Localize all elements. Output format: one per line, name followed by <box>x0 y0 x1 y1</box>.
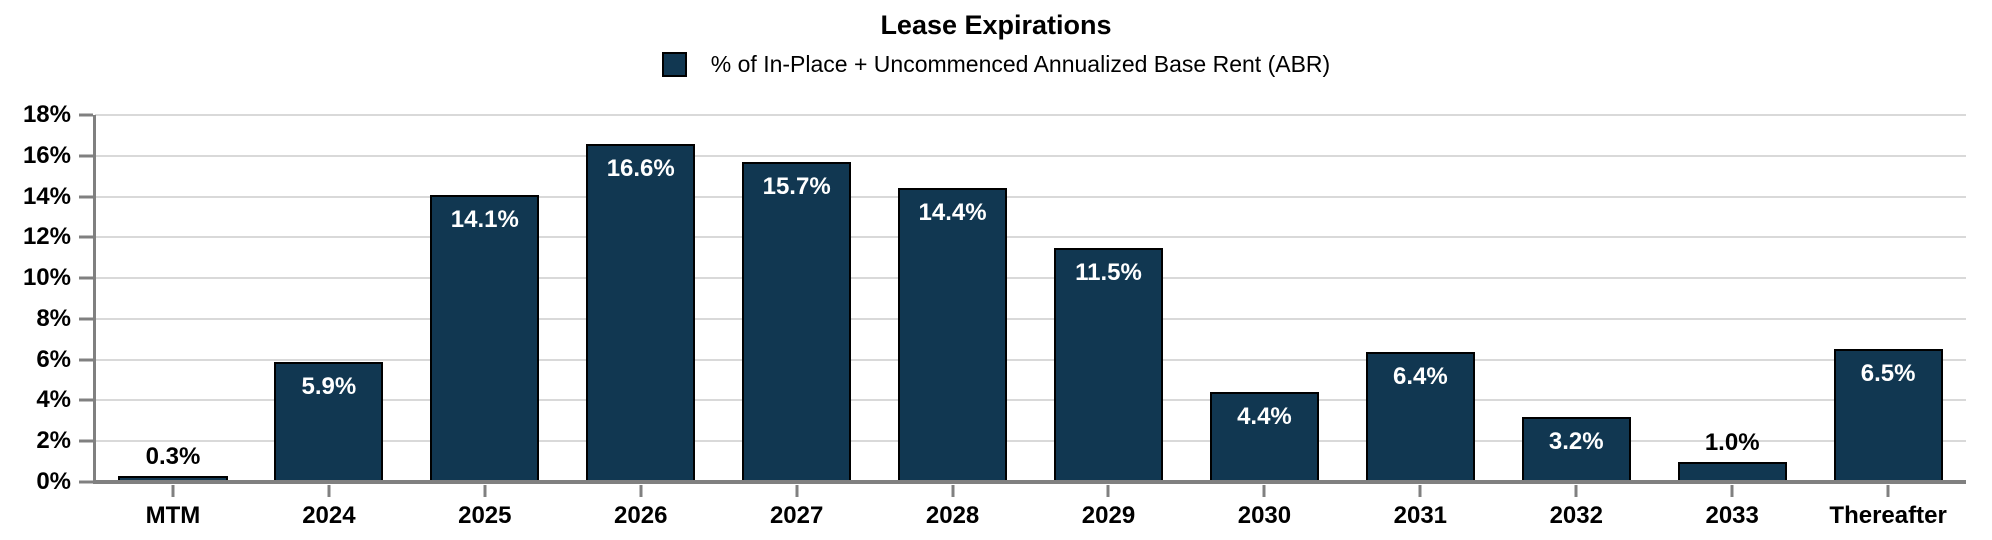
plot-area: 0% 2% 4% 6% 8% 10% 12% 14% 16% 18% 0.3% MTM 5.9% 202… <box>23 101 1966 529</box>
x-tick <box>1106 485 1110 497</box>
bar-value-label: 6.5% <box>1860 360 1916 388</box>
y-tick-label: 12% <box>22 223 71 251</box>
y-tick-label: 10% <box>22 264 71 292</box>
bar-value-label: 15.7% <box>762 172 831 200</box>
bar-group-mtm: 0.3% MTM <box>95 115 251 529</box>
bar-value-label: 14.4% <box>918 199 987 227</box>
x-tick <box>1730 485 1734 497</box>
y-tick-label: 6% <box>36 345 71 373</box>
bar: 1.0% <box>1677 429 1787 482</box>
bar-group-2026: 16.6% 2026 <box>563 115 719 529</box>
x-tick <box>1574 485 1578 497</box>
x-tick <box>483 485 487 497</box>
bar-group-2030: 4.4% 2030 <box>1186 115 1342 529</box>
x-axis-label: 2024 <box>302 502 356 529</box>
bar-group-2028: 14.4% 2028 <box>875 115 1031 529</box>
bar: 4.4% <box>1209 392 1319 482</box>
y-tick <box>79 195 93 199</box>
bar-value-label: 1.0% <box>1704 428 1760 456</box>
y-tick <box>79 113 93 117</box>
bar-group-2032: 3.2% 2032 <box>1498 115 1654 529</box>
x-axis-label: 2027 <box>769 502 824 529</box>
y-axis-line <box>93 115 96 482</box>
x-axis-label: 2033 <box>1705 502 1759 529</box>
bar-group-2029: 11.5% 2029 <box>1031 115 1187 529</box>
bar: 3.2% <box>1521 416 1631 482</box>
bar-value-label: 4.4% <box>1237 403 1292 431</box>
x-tick <box>1886 485 1890 497</box>
bar: 0.3% <box>118 443 228 482</box>
x-axis-label: 2028 <box>925 502 980 529</box>
x-tick <box>327 485 331 497</box>
bar-group-2024: 5.9% 2024 <box>251 115 407 529</box>
gridline <box>95 114 1966 116</box>
x-tick <box>171 485 175 497</box>
x-axis-label: Thereafter <box>1829 502 1947 529</box>
bar-group-2033: 1.0% 2033 <box>1654 115 1810 529</box>
x-axis-label: 2029 <box>1081 502 1136 529</box>
x-axis-label: 2031 <box>1393 502 1448 529</box>
gridline <box>95 236 1966 239</box>
bar-value-label: 5.9% <box>301 372 357 400</box>
y-tick-label: 0% <box>36 468 71 495</box>
bar-value-label: 0.3% <box>145 442 201 470</box>
bar-group-2025: 14.1% 2025 <box>407 115 563 529</box>
gridline <box>95 440 1966 443</box>
y-tick-label: 8% <box>36 304 71 332</box>
y-tick <box>79 276 93 280</box>
x-axis-label: 2026 <box>614 502 668 529</box>
x-axis-line <box>93 480 1966 484</box>
x-axis-label: MTM <box>145 502 201 529</box>
bar-value-label: 14.1% <box>450 205 519 233</box>
y-tick <box>79 398 93 402</box>
x-axis-label: 2030 <box>1237 502 1292 529</box>
bar: 6.4% <box>1365 351 1475 482</box>
y-tick <box>79 439 93 443</box>
x-tick <box>795 485 799 497</box>
legend-label: % of In-Place + Uncommenced Annualized B… <box>710 51 1331 77</box>
y-tick-label: 14% <box>22 182 71 210</box>
bar: 14.1% <box>430 194 540 482</box>
bar: 11.5% <box>1053 247 1164 482</box>
gridline <box>95 154 1966 157</box>
legend: % of In-Place + Uncommenced Annualized B… <box>0 50 1992 78</box>
bar-value-label: 3.2% <box>1548 427 1604 455</box>
gridline <box>95 358 1966 361</box>
y-tick <box>79 480 93 484</box>
x-axis-label: 2025 <box>458 502 512 529</box>
bars-layer: 0.3% MTM 5.9% 2024 14.1% 2025 16.6% 2026 15.7% 20… <box>95 115 1966 529</box>
x-tick <box>1262 485 1266 497</box>
y-tick-label: 18% <box>22 101 71 128</box>
x-axis-label: 2032 <box>1549 502 1603 529</box>
gridline <box>95 317 1966 320</box>
y-tick <box>79 358 93 362</box>
y-tick <box>79 154 93 158</box>
bar-group-2027: 15.7% 2027 <box>719 115 875 529</box>
bar: 15.7% <box>742 161 852 482</box>
bar-group-thereafter: 6.5% Thereafter <box>1810 115 1966 529</box>
x-tick <box>639 485 643 497</box>
bar: 5.9% <box>274 361 384 482</box>
bar-value-label: 16.6% <box>606 154 675 182</box>
y-tick-label: 2% <box>36 427 71 455</box>
x-tick <box>951 485 955 497</box>
bar-group-2031: 6.4% 2031 <box>1342 115 1498 529</box>
gridline <box>95 277 1966 280</box>
gridline <box>95 399 1966 402</box>
chart-title: Lease Expirations <box>880 10 1112 40</box>
y-tick <box>79 317 93 321</box>
y-tick <box>79 235 93 239</box>
bar-value-label: 11.5% <box>1075 258 1142 286</box>
bar-value-label: 6.4% <box>1392 362 1448 390</box>
y-tick-label: 16% <box>22 141 71 169</box>
bar: 14.4% <box>898 188 1008 482</box>
y-tick-label: 4% <box>36 386 71 414</box>
gridline <box>95 195 1966 198</box>
bar: 6.5% <box>1833 349 1943 482</box>
legend-swatch-icon <box>661 51 687 77</box>
x-tick <box>1418 485 1422 497</box>
bar: 16.6% <box>586 143 696 482</box>
